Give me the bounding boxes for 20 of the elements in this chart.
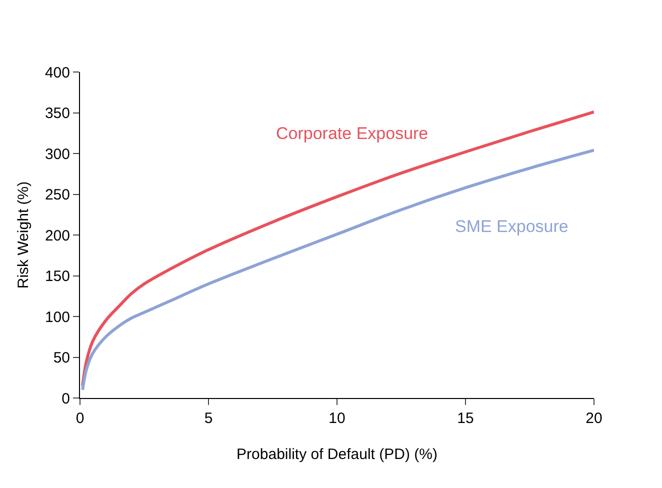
- y-tick-label: 400: [44, 64, 70, 82]
- line-series: [81, 110, 594, 388]
- y-tick-label: 150: [44, 268, 70, 285]
- x-axis-title: Probability of Default (PD) (%): [236, 446, 438, 463]
- y-tick-label: 0: [62, 390, 70, 408]
- x-tick-label: 20: [586, 410, 602, 427]
- y-tick-label: 250: [44, 186, 70, 204]
- y-tick-label: 100: [44, 308, 70, 326]
- x-tick-label: 5: [204, 410, 213, 427]
- y-tick-label: 50: [53, 350, 70, 366]
- series-label: Corporate Exposure: [276, 124, 428, 143]
- series-label: SME Exposure: [455, 217, 568, 236]
- x-tick-label: 0: [76, 410, 84, 427]
- line-series: [81, 148, 594, 392]
- y-tick-label: 200: [44, 227, 70, 244]
- y-tick-label: 300: [44, 146, 70, 163]
- y-axis-title: Risk Weight (%): [15, 181, 32, 289]
- x-tick-label: 15: [457, 410, 474, 427]
- y-tick-label: 350: [44, 105, 70, 122]
- x-tick-label: 10: [328, 410, 346, 427]
